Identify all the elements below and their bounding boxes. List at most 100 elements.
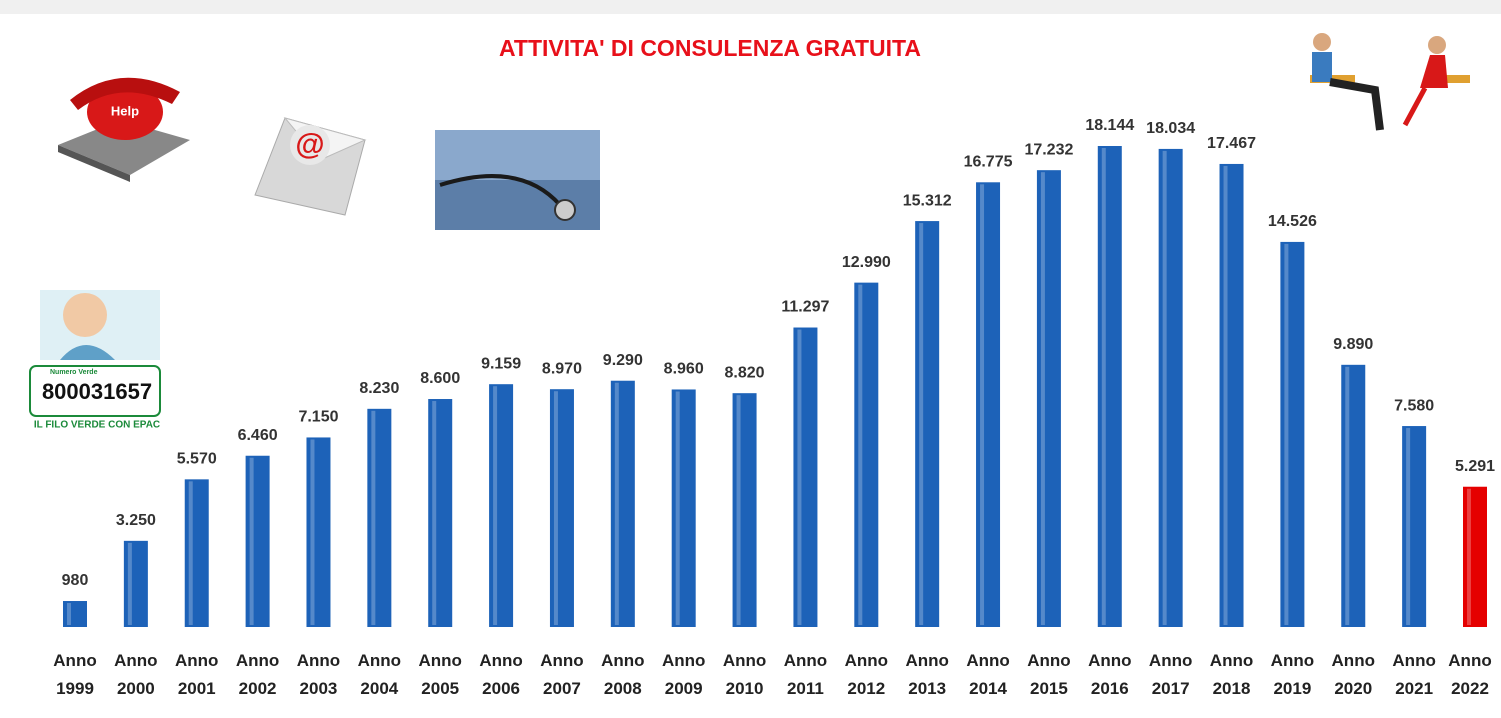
- phone-label: Help: [111, 103, 139, 118]
- bar-shine: [1345, 367, 1349, 625]
- value-label: 7.150: [298, 409, 338, 426]
- bar-shine: [1467, 489, 1471, 625]
- bar: [1220, 164, 1244, 627]
- x-tick-label: Anno 2020: [1322, 647, 1384, 703]
- x-tick-label: Anno 2018: [1201, 647, 1263, 703]
- x-tick-label: Anno 2016: [1079, 647, 1141, 703]
- bar: [672, 389, 696, 627]
- value-label: 15.312: [903, 192, 952, 209]
- chart: ATTIVITA' DI CONSULENZA GRATUITA Help @ …: [0, 0, 1501, 718]
- badge-label: Numero Verde: [50, 369, 98, 376]
- bar-shine: [189, 481, 193, 625]
- bar: [1159, 149, 1183, 627]
- bar-shine: [371, 411, 375, 625]
- bar-shine: [919, 223, 923, 625]
- bar-shine: [250, 458, 254, 625]
- bar: [976, 182, 1000, 627]
- x-tick-label: Anno 2000: [105, 647, 167, 703]
- top-border: [0, 0, 1501, 14]
- bar-shine: [1041, 172, 1045, 625]
- x-tick-label: Anno 2015: [1018, 647, 1080, 703]
- bar-shine: [858, 285, 862, 625]
- bar: [185, 479, 209, 627]
- bar: [428, 399, 452, 627]
- x-tick-label: Anno 2019: [1261, 647, 1323, 703]
- x-tick-label: Anno 2002: [227, 647, 289, 703]
- email-symbol: @: [295, 128, 324, 161]
- x-tick-label: Anno 2005: [409, 647, 471, 703]
- value-label: 9.890: [1333, 336, 1373, 353]
- bar: [489, 384, 513, 627]
- keyboard-picture: [435, 130, 600, 230]
- bar: [1341, 365, 1365, 627]
- bar-shine: [1284, 244, 1288, 625]
- bar-shine: [676, 391, 680, 625]
- chart-title: ATTIVITA' DI CONSULENZA GRATUITA: [499, 35, 921, 61]
- bar: [124, 541, 148, 627]
- page: ATTIVITA' DI CONSULENZA GRATUITA Help @ …: [0, 0, 1501, 718]
- bar: [550, 389, 574, 627]
- x-tick-label: Anno 1999: [44, 647, 106, 703]
- value-label: 16.775: [964, 154, 1013, 171]
- bar: [1098, 146, 1122, 627]
- bar-shine: [67, 603, 71, 625]
- value-label: 8.820: [725, 364, 765, 381]
- bar-shine: [1224, 166, 1228, 625]
- x-tick-label: Anno 2021: [1383, 647, 1445, 703]
- bar-shine: [1163, 151, 1167, 625]
- bar: [733, 393, 757, 627]
- value-label: 980: [62, 572, 89, 589]
- x-tick-label: Anno 2013: [896, 647, 958, 703]
- value-label: 12.990: [842, 254, 891, 271]
- value-label: 5.291: [1455, 458, 1495, 475]
- bar: [306, 437, 330, 627]
- bar: [63, 601, 87, 627]
- value-label: 17.467: [1207, 135, 1256, 152]
- value-label: 14.526: [1268, 213, 1317, 230]
- bar-shine: [1102, 148, 1106, 625]
- x-tick-label: Anno 2008: [592, 647, 654, 703]
- x-tick-label: Anno 2010: [714, 647, 776, 703]
- bar: [1280, 242, 1304, 627]
- bar-shine: [797, 330, 801, 625]
- x-tick-label: Anno 2006: [470, 647, 532, 703]
- value-label: 18.144: [1085, 117, 1134, 134]
- bar-shine: [310, 439, 314, 625]
- x-tick-label: Anno 2012: [835, 647, 897, 703]
- value-label: 8.230: [359, 380, 399, 397]
- bar: [611, 381, 635, 627]
- x-tick-label: Anno 2011: [774, 647, 836, 703]
- value-label: 18.034: [1146, 120, 1195, 137]
- bar: [915, 221, 939, 627]
- bar: [1402, 426, 1426, 627]
- bar: [854, 283, 878, 627]
- value-label: 8.970: [542, 360, 582, 377]
- x-tick-label: Anno 2007: [531, 647, 593, 703]
- value-label: 8.960: [664, 361, 704, 378]
- value-label: 6.460: [238, 427, 278, 444]
- x-tick-label: Anno 2001: [166, 647, 228, 703]
- bar: [246, 456, 270, 627]
- value-label: 5.570: [177, 451, 217, 468]
- x-tick-label: Anno 2017: [1140, 647, 1202, 703]
- bar-shine: [980, 184, 984, 625]
- value-label: 7.580: [1394, 397, 1434, 414]
- bar-shine: [554, 391, 558, 625]
- x-tick-label: Anno 2014: [957, 647, 1019, 703]
- value-label: 9.290: [603, 352, 643, 369]
- x-tick-label: Anno 2004: [348, 647, 410, 703]
- value-label: 8.600: [420, 370, 460, 387]
- badge-number: 800031657: [42, 379, 152, 404]
- value-label: 3.250: [116, 512, 156, 529]
- value-label: 11.297: [781, 299, 829, 316]
- bar: [793, 328, 817, 627]
- bar-shine: [615, 383, 619, 625]
- x-tick-label: Anno 2009: [653, 647, 715, 703]
- bar: [1037, 170, 1061, 627]
- value-label: 9.159: [481, 355, 521, 372]
- bar: [1463, 487, 1487, 627]
- bar-shine: [1406, 428, 1410, 625]
- x-tick-label: Anno 2022: [1439, 647, 1501, 703]
- bar-shine: [128, 543, 132, 625]
- bar-shine: [493, 386, 497, 625]
